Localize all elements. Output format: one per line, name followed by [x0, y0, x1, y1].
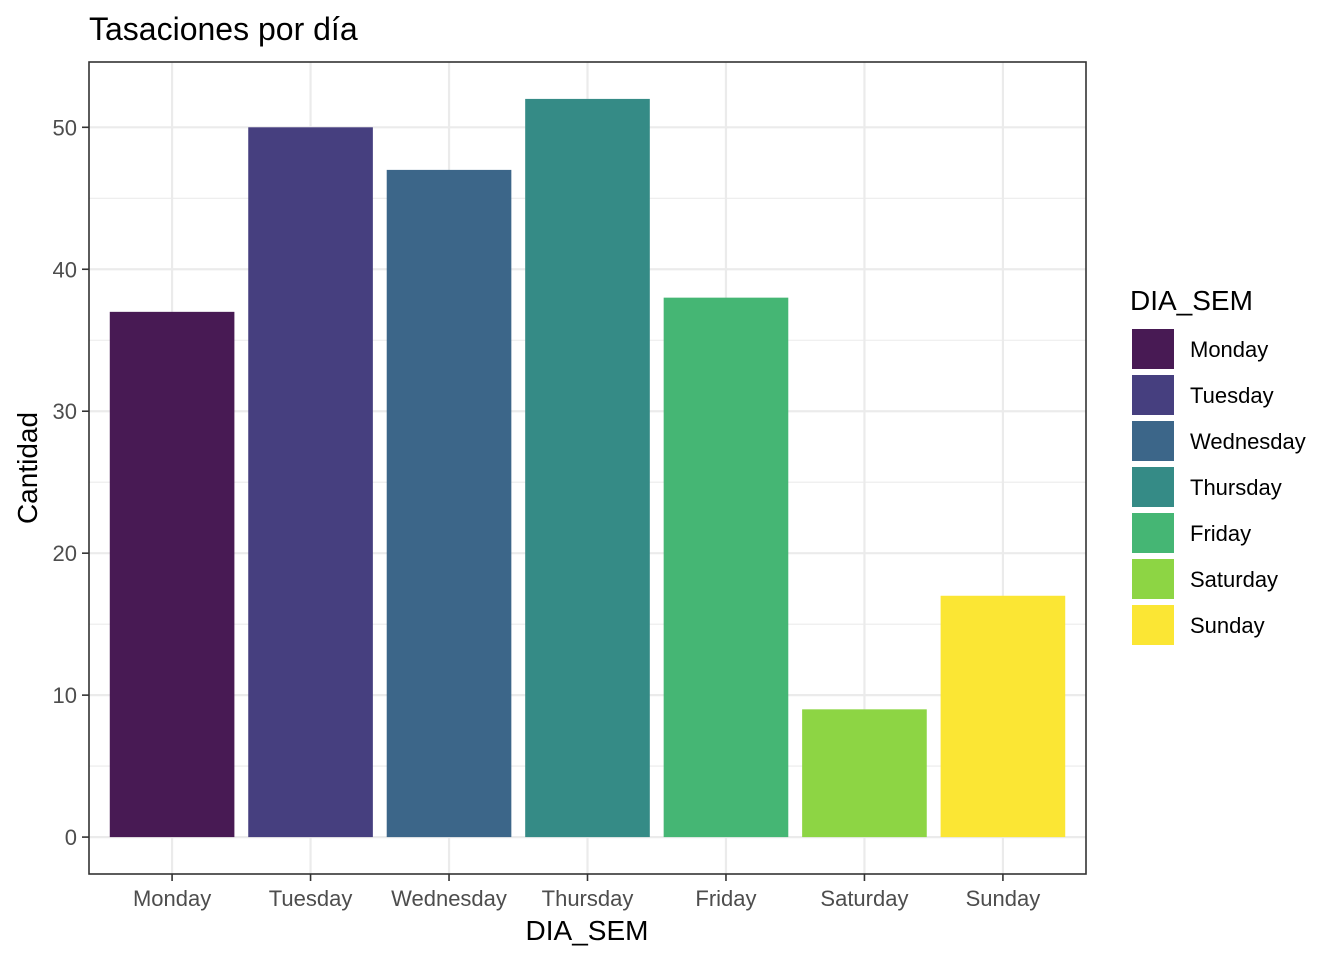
legend-key-wednesday [1132, 421, 1174, 461]
legend-label: Wednesday [1190, 429, 1306, 454]
y-tick-label: 10 [53, 683, 77, 708]
x-tick-label: Friday [695, 886, 756, 911]
y-axis-title: Cantidad [12, 412, 43, 524]
legend-key-monday [1132, 329, 1174, 369]
legend-key-saturday [1132, 559, 1174, 599]
bar-thursday [525, 98, 650, 838]
legend-items: Monday Tuesday Wednesday Thursday Friday Satu… [1132, 329, 1306, 645]
y-axis-ticks: 0 10 20 30 40 50 [53, 115, 89, 850]
x-tick-label: Tuesday [269, 886, 353, 911]
x-axis-title: DIA_SEM [526, 915, 649, 946]
bar-sunday [940, 595, 1066, 838]
y-tick-label: 50 [53, 115, 77, 140]
chart-title: Tasaciones por día [89, 11, 358, 47]
x-tick-label: Thursday [542, 886, 634, 911]
bar-wednesday [386, 169, 512, 838]
bar-tuesday [248, 127, 373, 838]
legend-title: DIA_SEM [1130, 285, 1253, 316]
x-tick-label: Sunday [966, 886, 1041, 911]
legend-label: Thursday [1190, 475, 1282, 500]
x-tick-label: Wednesday [391, 886, 507, 911]
bars [109, 98, 1066, 838]
legend-label: Tuesday [1190, 383, 1274, 408]
legend-key-sunday [1132, 605, 1174, 645]
x-axis-ticks: Monday Tuesday Wednesday Thursday Friday Satu… [133, 874, 1040, 911]
plot-panel [88, 61, 1087, 875]
bar-monday [109, 311, 235, 838]
legend-key-friday [1132, 513, 1174, 553]
y-tick-label: 0 [65, 825, 77, 850]
y-tick-label: 30 [53, 399, 77, 424]
legend-key-thursday [1132, 467, 1174, 507]
legend-label: Monday [1190, 337, 1268, 362]
legend-label: Sunday [1190, 613, 1265, 638]
x-tick-label: Saturday [820, 886, 908, 911]
legend-label: Saturday [1190, 567, 1278, 592]
legend-label: Friday [1190, 521, 1251, 546]
legend-key-tuesday [1132, 375, 1174, 415]
bar-friday [663, 297, 789, 838]
y-tick-label: 40 [53, 257, 77, 282]
bar-saturday [802, 709, 927, 838]
legend: DIA_SEM Monday Tuesday Wednesday Thursday Fr… [1130, 285, 1306, 645]
x-tick-label: Monday [133, 886, 211, 911]
y-tick-label: 20 [53, 541, 77, 566]
